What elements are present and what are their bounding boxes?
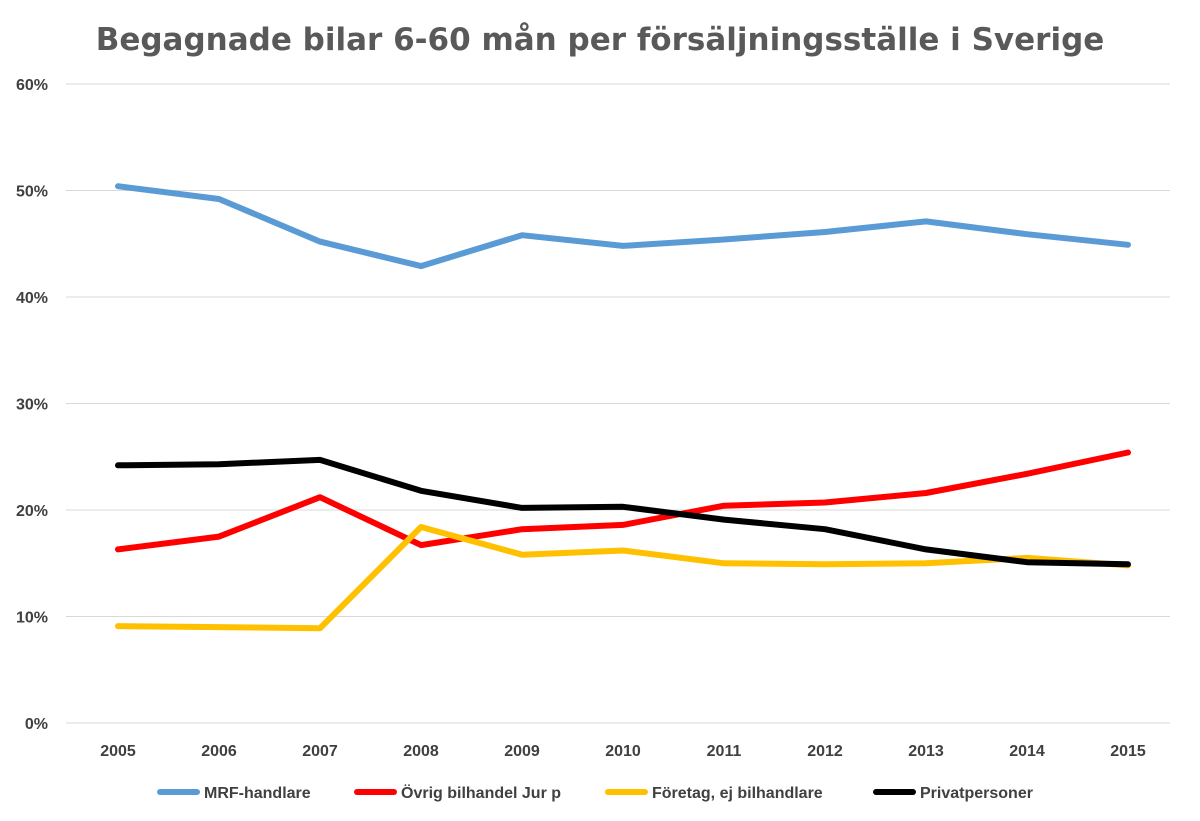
x-tick-label: 2008 xyxy=(403,743,439,760)
x-tick-label: 2005 xyxy=(100,743,136,760)
chart-title: Begagnade bilar 6-60 mån per försäljning… xyxy=(96,22,1105,58)
legend-label: Privatpersoner xyxy=(920,785,1033,802)
x-tick-label: 2014 xyxy=(1009,743,1045,760)
series-lines xyxy=(115,183,1131,632)
y-tick-label: 30% xyxy=(16,397,48,414)
y-tick-label: 40% xyxy=(16,290,48,307)
x-tick-label: 2006 xyxy=(201,743,237,760)
x-tick-label: 2013 xyxy=(908,743,944,760)
series-line-1 xyxy=(115,183,1131,270)
series-line-3 xyxy=(115,524,1131,632)
legend-label: MRF-handlare xyxy=(204,785,311,802)
gridlines xyxy=(66,83,1170,724)
x-tick-label: 2015 xyxy=(1110,743,1146,760)
y-tick-label: 50% xyxy=(16,184,48,201)
legend: MRF-handlare Övrig bilhandel Jur p Företag… xyxy=(157,783,1033,802)
x-tick-label: 2011 xyxy=(707,743,742,760)
x-tick-label: 2007 xyxy=(302,743,338,760)
legend-label: Övrig bilhandel Jur p xyxy=(401,783,561,802)
y-tick-label: 20% xyxy=(16,503,48,520)
y-axis-ticks: 0% 10% 20% 30% 40% 50% 60% xyxy=(16,77,48,733)
legend-label: Företag, ej bilhandlare xyxy=(652,785,823,802)
series-line-2 xyxy=(115,449,1131,553)
y-tick-label: 60% xyxy=(16,77,48,94)
x-tick-label: 2012 xyxy=(807,743,843,760)
x-tick-label: 2010 xyxy=(605,743,641,760)
series-line-4 xyxy=(115,456,1131,568)
x-tick-label: 2009 xyxy=(504,743,540,760)
y-tick-label: 10% xyxy=(16,610,48,627)
y-tick-label: 0% xyxy=(25,716,48,733)
x-axis-ticks: 2005 2006 2007 2008 2009 2010 2011 2012 2013 2014… xyxy=(100,743,1146,760)
